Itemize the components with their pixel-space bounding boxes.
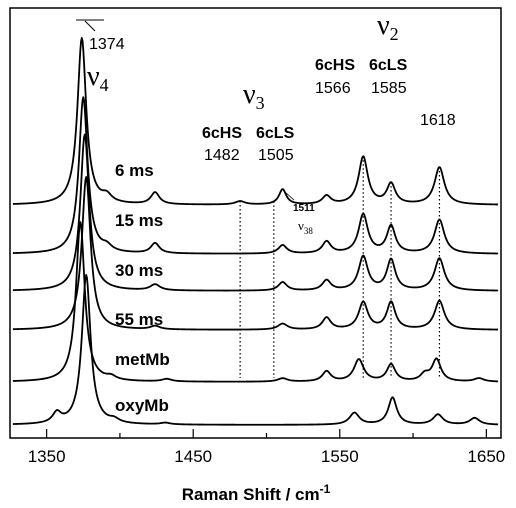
x-axis-title: Raman Shift / cm-1 [182,482,331,504]
v3-state-ls: 6cLS [256,125,295,142]
x-axis-ticks: 1350 1450 1550 1650 [28,429,505,466]
x-tick-label: 1450 [174,447,212,466]
vertical-marker-group [239,156,441,378]
v4-band-label: ν4 [87,61,109,95]
x-tick-label: 1550 [321,447,359,466]
v3-position-ls: 1505 [258,147,294,164]
v38-position-label: 1511 [293,203,315,214]
trace-label-55ms: 55 ms [115,310,163,329]
spectrum-trace [12,176,499,331]
trace-label-30ms: 30 ms [115,261,163,280]
v2-state-ls: 6cLS [369,57,408,74]
spectrum-trace [12,37,499,206]
peak-1618-label: 1618 [420,112,456,129]
x-tick-label: 1650 [467,447,505,466]
v2-position-hs: 1566 [315,80,351,97]
v38-leader [284,191,295,201]
v2-band-label: ν2 [377,10,399,44]
v38-band-label: ν38 [298,218,313,236]
spectrum-trace [12,133,499,292]
x-tick-label: 1350 [28,447,66,466]
v3-band-label: ν3 [243,79,265,113]
trace-label-oxymb: oxyMb [115,396,169,415]
v2-state-hs: 6cHS [315,57,355,74]
spectrum-trace [12,221,499,383]
v3-state-hs: 6cHS [202,125,242,142]
v2-position-ls: 1585 [371,80,407,97]
spectrum-trace [12,96,499,255]
v4-position-label: 1374 [89,36,125,53]
trace-label-6ms: 6 ms [115,161,154,180]
spectrum-trace [12,274,499,426]
v3-position-hs: 1482 [204,147,240,164]
trace-label-15ms: 15 ms [115,211,163,230]
v4-leader-diagonal [84,20,96,32]
plot-frame [9,7,502,439]
trace-label-metmb: metMb [115,350,170,369]
trace-group [12,37,499,426]
